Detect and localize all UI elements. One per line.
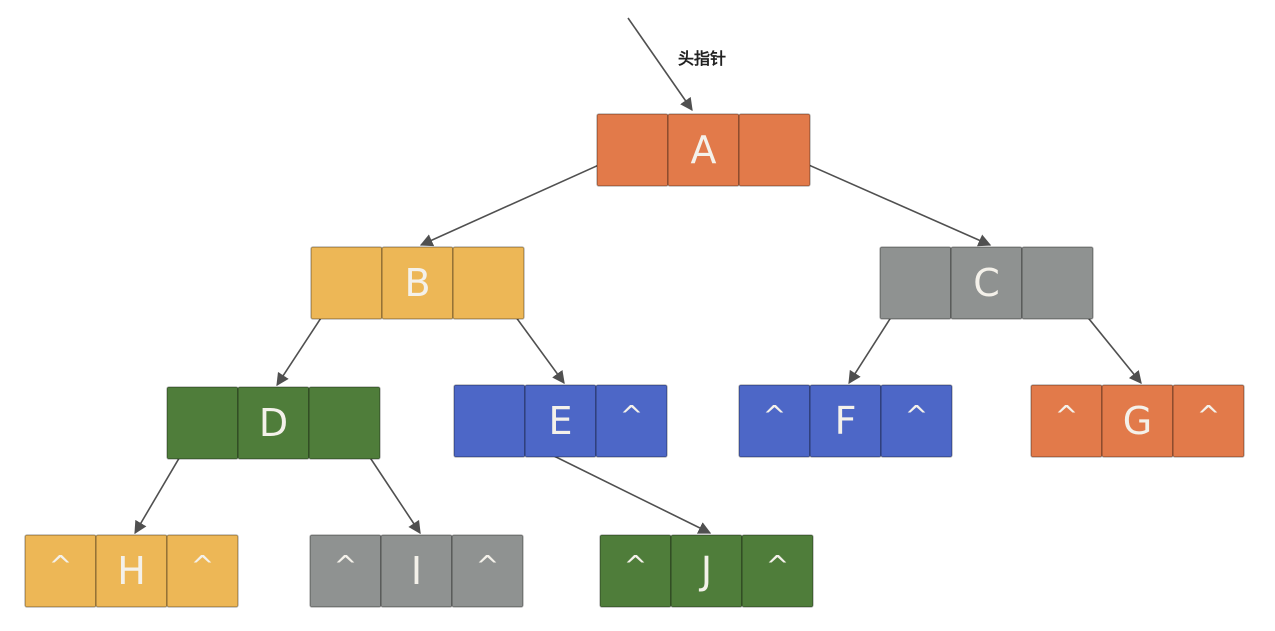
node-i-left-text: ^: [334, 549, 357, 582]
node-b: B: [310, 246, 525, 320]
node-i: ^ I ^: [309, 534, 524, 608]
node-a: A: [596, 113, 811, 187]
node-d-left-cell: [166, 386, 239, 460]
node-c-right-cell: [1021, 246, 1094, 320]
node-i-data-text: I: [411, 549, 422, 593]
edges-layer: [134, 150, 1142, 535]
node-c-left-cell: [879, 246, 952, 320]
edge-a-b: [419, 150, 630, 247]
node-f-right-text: ^: [905, 399, 928, 432]
node-h-right-text: ^: [191, 549, 214, 582]
head-pointer: 头指针: [627, 17, 726, 112]
node-h-right-cell: [166, 534, 239, 608]
node-h-left-text: ^: [49, 549, 72, 582]
node-e: E ^: [453, 384, 668, 458]
node-j-data-text: J: [699, 549, 712, 593]
node-i-right-text: ^: [476, 549, 499, 582]
node-b-data-text: B: [404, 261, 430, 305]
node-g-right-text: ^: [1197, 399, 1220, 432]
node-g-right-cell: [1172, 384, 1245, 458]
node-j: ^ J ^: [599, 534, 814, 608]
edge-a-c: [777, 150, 992, 247]
node-b-left-cell: [310, 246, 383, 320]
node-g: ^ G ^: [1030, 384, 1245, 458]
node-d-data-text: D: [259, 401, 288, 445]
node-j-right-text: ^: [766, 549, 789, 582]
node-e-right-cell: [595, 384, 668, 458]
node-a-left-cell: [596, 113, 669, 187]
node-b-right-cell: [452, 246, 525, 320]
node-i-right-cell: [451, 534, 524, 608]
node-e-data-text: E: [548, 399, 572, 443]
node-e-left-cell: [453, 384, 526, 458]
node-a-data-text: A: [691, 128, 717, 172]
head-pointer-arrow: [627, 17, 693, 112]
node-f: ^ F ^: [738, 384, 953, 458]
node-d: D: [166, 386, 381, 460]
node-f-right-cell: [880, 384, 953, 458]
node-g-left-text: ^: [1055, 399, 1078, 432]
node-j-right-cell: [741, 534, 814, 608]
node-c: C: [879, 246, 1094, 320]
nodes-layer: AB CD E ^ ^ F ^ ^ G ^^ H ^ ^ I ^ ^ J ^: [24, 113, 1245, 608]
node-f-left-text: ^: [763, 399, 786, 432]
head-pointer-label: 头指针: [678, 49, 726, 68]
node-g-data-text: G: [1123, 399, 1152, 443]
node-f-data-text: F: [835, 399, 857, 443]
node-h-data-text: H: [117, 549, 146, 593]
node-e-right-text: ^: [620, 399, 643, 432]
node-d-right-cell: [308, 386, 381, 460]
node-c-data-text: C: [973, 261, 1000, 305]
node-h: ^ H ^: [24, 534, 239, 608]
node-j-left-text: ^: [624, 549, 647, 582]
node-a-right-cell: [738, 113, 811, 187]
